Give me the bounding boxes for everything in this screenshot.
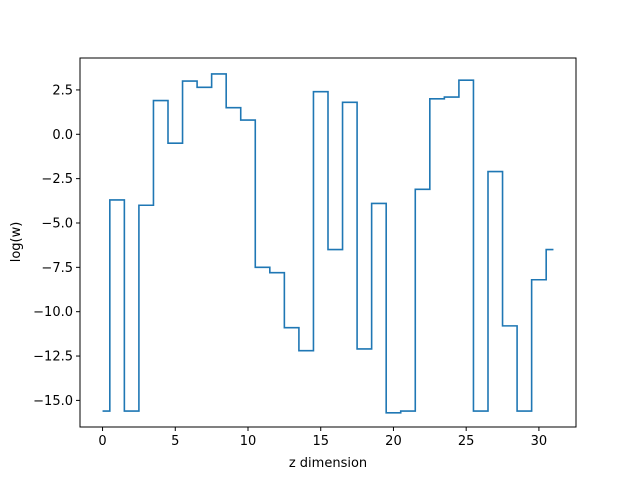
plot-area [102, 73, 554, 414]
series-step-line [102, 73, 554, 414]
y-tick-label: −10.0 [33, 305, 73, 320]
x-tick-label: 10 [240, 434, 257, 449]
x-axis-ticks: 0 5 10 15 20 25 30 [98, 427, 547, 449]
x-tick-label: 20 [385, 434, 402, 449]
axes-frame [79, 57, 577, 428]
y-tick-label: −15.0 [33, 394, 73, 409]
x-tick-label: 5 [171, 434, 179, 449]
x-tick-label: 30 [531, 434, 548, 449]
y-tick-label: −5.0 [41, 216, 73, 231]
y-tick-label: 2.5 [52, 83, 73, 98]
x-tick-label: 25 [458, 434, 475, 449]
x-tick-label: 15 [312, 434, 329, 449]
y-axis-ticks: 2.5 0.0 −2.5 −5.0 −7.5 −10.0 −12.5 −15.0 [33, 83, 80, 409]
y-tick-label: −12.5 [33, 350, 73, 365]
y-tick-label: 0.0 [52, 128, 73, 143]
y-tick-label: −7.5 [41, 261, 73, 276]
y-tick-label: −2.5 [41, 172, 73, 187]
y-axis-label: log(w) [9, 222, 24, 263]
x-axis-label: z dimension [289, 456, 367, 471]
x-tick-label: 0 [98, 434, 106, 449]
